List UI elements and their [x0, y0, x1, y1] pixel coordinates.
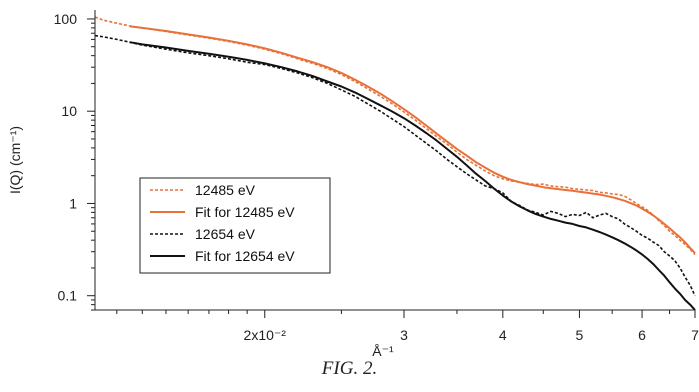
x-tick-label: 2x10⁻² — [244, 327, 287, 343]
y-tick-label: 100 — [54, 11, 78, 27]
series-line-2 — [94, 34, 696, 297]
legend-label: 12485 eV — [195, 182, 256, 198]
x-tick-label: 7 — [691, 327, 699, 343]
legend-label: 12654 eV — [195, 226, 256, 242]
series-line-1 — [129, 25, 696, 254]
figure-caption: FIG. 2. — [321, 358, 378, 379]
x-axis-title: Å⁻¹ — [372, 343, 394, 359]
legend-label: Fit for 12485 eV — [195, 204, 295, 220]
x-tick-label: 4 — [499, 327, 507, 343]
series-line-0 — [94, 16, 696, 256]
y-tick-label: 0.1 — [58, 288, 78, 304]
x-tick-label: 3 — [400, 327, 408, 343]
legend: 12485 eV Fit for 12485 eV 12654 eV Fit for … — [139, 177, 331, 274]
legend-box — [139, 177, 331, 274]
y-axis-title: I(Q) (cm⁻¹) — [7, 126, 23, 194]
series-line-3 — [129, 41, 696, 311]
y-tick-label: 1 — [69, 195, 77, 211]
x-tick-label: 5 — [576, 327, 584, 343]
legend-label: Fit for 12654 eV — [195, 248, 295, 264]
y-tick-label: 10 — [61, 103, 77, 119]
x-tick-label: 6 — [638, 327, 646, 343]
